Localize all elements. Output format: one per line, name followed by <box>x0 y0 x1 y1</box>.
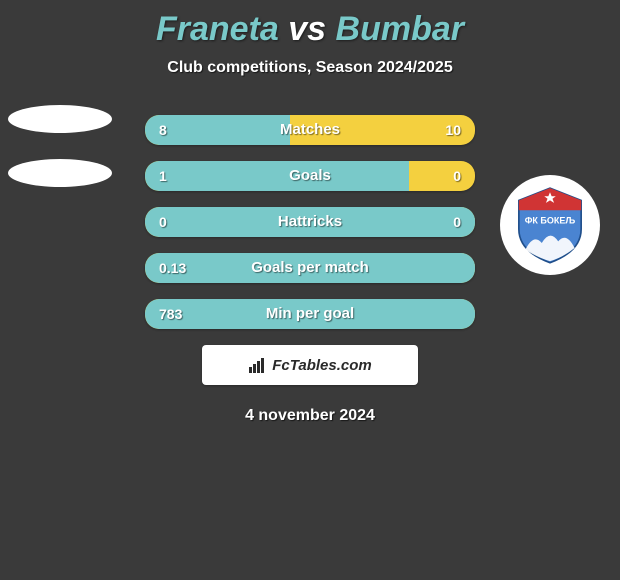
brand-text: FcTables.com <box>272 357 371 374</box>
bar-label: Min per goal <box>145 299 475 329</box>
club-badge: ФК БОКЕЉ <box>500 175 600 275</box>
bar-label: Goals <box>145 161 475 191</box>
bar-left-value: 1 <box>159 161 167 191</box>
stats-area: ФК БОКЕЉ Matches810Goals10Hattricks00Goa… <box>0 115 620 329</box>
stat-bar: Goals per match0.13 <box>145 253 475 283</box>
bar-right-value: 0 <box>453 207 461 237</box>
brand-label: FcTables.com <box>248 356 371 374</box>
stat-bars: Matches810Goals10Hattricks00Goals per ma… <box>145 115 475 329</box>
left-decor <box>8 105 112 213</box>
chart-icon <box>248 356 266 374</box>
bar-right-value: 10 <box>445 115 461 145</box>
player1-name: Franeta <box>156 10 279 48</box>
comparison-title: Franeta vs Bumbar <box>0 0 620 49</box>
bar-right-value: 0 <box>453 161 461 191</box>
ellipse-decor <box>8 159 112 187</box>
stat-bar: Goals1 0 <box>145 161 475 191</box>
bar-label: Goals per match <box>145 253 475 283</box>
bar-left-value: 0 <box>159 207 167 237</box>
vs-text: vs <box>288 10 326 48</box>
stat-bar: Matches8 10 <box>145 115 475 145</box>
player2-name: Bumbar <box>336 10 464 48</box>
bar-left-value: 0.13 <box>159 253 186 283</box>
badge-shield-icon: ФК БОКЕЉ <box>509 184 591 266</box>
stat-bar: Min per goal783 <box>145 299 475 329</box>
bar-left-value: 8 <box>159 115 167 145</box>
bar-label: Matches <box>145 115 475 145</box>
ellipse-decor <box>8 105 112 133</box>
subtitle: Club competitions, Season 2024/2025 <box>0 59 620 77</box>
svg-text:ФК БОКЕЉ: ФК БОКЕЉ <box>525 215 576 225</box>
brand-box: FcTables.com <box>202 345 418 385</box>
date-label: 4 november 2024 <box>0 407 620 425</box>
bar-left-value: 783 <box>159 299 182 329</box>
bar-label: Hattricks <box>145 207 475 237</box>
stat-bar: Hattricks0 0 <box>145 207 475 237</box>
